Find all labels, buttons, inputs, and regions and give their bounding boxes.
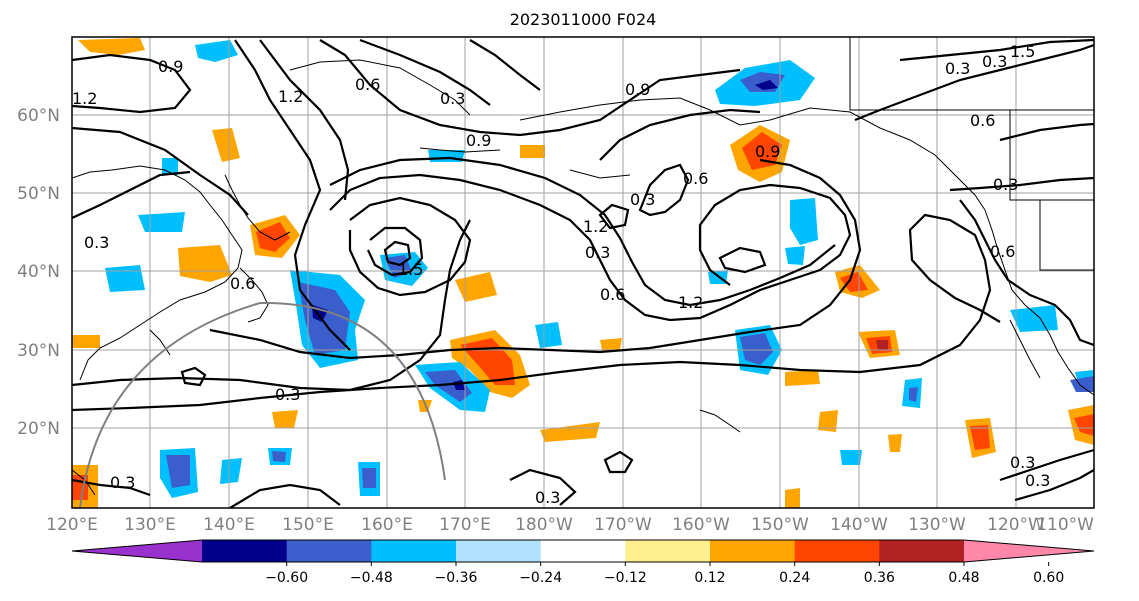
- lon-label: 170°W: [594, 515, 652, 535]
- contour-label: 0.3: [110, 473, 135, 492]
- contour-label: 0.3: [535, 488, 560, 507]
- contour-label: 0.3: [945, 59, 970, 78]
- contour-label: 0.6: [600, 285, 625, 304]
- range-circle: [79, 301, 446, 508]
- contour-label: 1.2: [678, 293, 703, 312]
- contour-label: 0.3: [1025, 471, 1050, 490]
- colorbar-segment: [794, 540, 880, 562]
- contour-label: 0.3: [440, 89, 465, 108]
- lon-label: 170°E: [439, 515, 491, 535]
- lon-label: 110°W: [1036, 515, 1094, 535]
- longitude-labels: 120°E 130°E 140°E 150°E 160°E 170°E 180°…: [46, 515, 1094, 535]
- latitude-labels: 60°N 50°N 40°N 30°N 20°N: [17, 106, 60, 439]
- contour-label: 1.2: [72, 89, 97, 108]
- contour-lines: [72, 38, 1094, 508]
- contour-label: 0.9: [158, 57, 183, 76]
- colorbar-segment: [625, 540, 711, 562]
- colorbar-segment: [202, 540, 288, 562]
- contour-label: 0.9: [466, 131, 491, 150]
- contour-label: 0.3: [275, 385, 300, 404]
- contour-label: 1.2: [583, 217, 608, 236]
- lon-label: 130°E: [124, 515, 176, 535]
- contour-labels: 0.9 1.2 0.6 0.3 1.2 0.9 0.9 0.3 0.6 0.9 …: [72, 42, 1050, 507]
- colorbar-tick-label: 0.48: [948, 570, 979, 586]
- colorbar: −0.60 −0.48 −0.36 −0.24 −0.12 0.12 0.24 0.36 0.4…: [71, 539, 1095, 586]
- contour-label: 0.3: [585, 243, 610, 262]
- colorbar-segment: [879, 540, 965, 562]
- lat-label: 60°N: [17, 106, 60, 126]
- colorbar-tick-label: 0.24: [779, 570, 810, 586]
- contour-label: 0.6: [355, 75, 380, 94]
- contour-label: 0.3: [993, 175, 1018, 194]
- colorbar-tick-label: 0.12: [694, 570, 725, 586]
- lon-label: 140°E: [203, 515, 255, 535]
- lat-label: 50°N: [17, 184, 60, 204]
- colorbar-tick-label: −0.48: [350, 570, 393, 586]
- contour-label: 0.3: [630, 190, 655, 209]
- contour-label: 1.2: [278, 87, 303, 106]
- anomaly-shading: [72, 38, 1094, 508]
- colorbar-tick-label: −0.12: [604, 570, 647, 586]
- contour-label: 0.3: [84, 233, 109, 252]
- colorbar-segment: [456, 540, 542, 562]
- contour-label: 0.3: [1010, 453, 1035, 472]
- lon-label: 160°W: [672, 515, 730, 535]
- lon-label: 130°W: [908, 515, 966, 535]
- lat-label: 40°N: [17, 262, 60, 282]
- lat-label: 20°N: [17, 419, 60, 439]
- colorbar-tick-label: 0.36: [864, 570, 895, 586]
- colorbar-tick-label: −0.60: [265, 570, 308, 586]
- lon-label: 160°E: [361, 515, 413, 535]
- colorbar-segment: [540, 540, 626, 562]
- contour-label: 1.5: [398, 260, 423, 279]
- lon-label: 120°E: [46, 515, 98, 535]
- contour-label: 0.3: [982, 52, 1007, 71]
- contour-label: 0.9: [625, 80, 650, 99]
- map-content: 0.9 1.2 0.6 0.3 1.2 0.9 0.9 0.3 0.6 0.9 …: [72, 37, 1094, 508]
- lon-label: 140°W: [830, 515, 888, 535]
- colorbar-segment: [964, 540, 1094, 562]
- colorbar-segment: [72, 540, 202, 562]
- map-frame: [71, 36, 1095, 509]
- colorbar-segment: [710, 540, 796, 562]
- contour-label: 1.5: [1010, 42, 1035, 61]
- lon-label: 120°W: [987, 515, 1045, 535]
- contour-label: 0.6: [230, 274, 255, 293]
- colorbar-tick-label: −0.24: [519, 570, 562, 586]
- colorbar-segment: [371, 540, 457, 562]
- contour-label: 0.6: [683, 169, 708, 188]
- lon-label: 150°W: [751, 515, 809, 535]
- map-title: 2023011000 F024: [510, 10, 657, 29]
- lat-label: 30°N: [17, 341, 60, 361]
- contour-label: 0.6: [970, 111, 995, 130]
- colorbar-tick-label: 0.60: [1033, 570, 1064, 586]
- colorbar-segment: [286, 540, 372, 562]
- colorbar-tick-label: −0.36: [435, 570, 478, 586]
- lon-label: 180°W: [515, 515, 573, 535]
- contour-label: 0.9: [755, 142, 780, 161]
- colorbar-outline: [71, 539, 1095, 563]
- contour-label: 0.6: [990, 242, 1015, 261]
- lon-label: 150°E: [282, 515, 334, 535]
